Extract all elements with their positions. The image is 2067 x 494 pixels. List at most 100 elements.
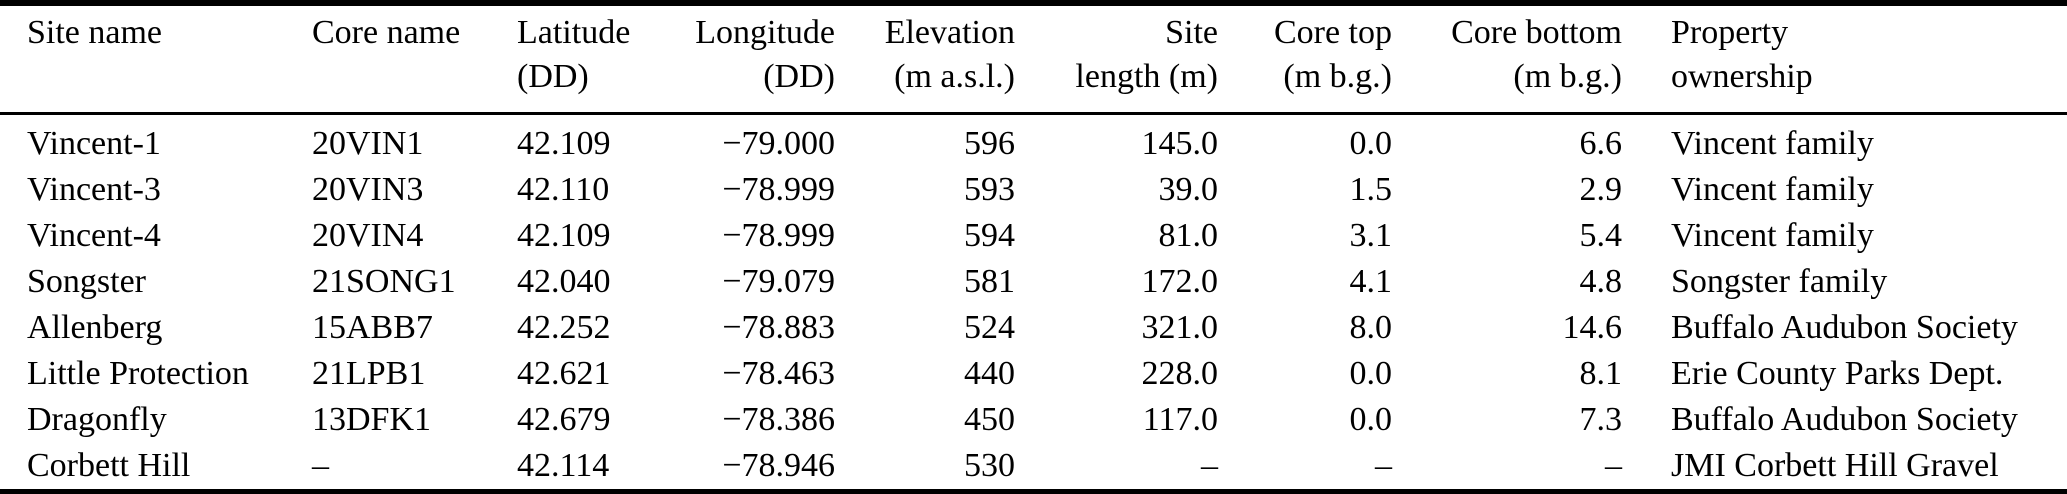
cell-site-name: Allenberg bbox=[27, 309, 163, 346]
cell-elevation: 596 bbox=[964, 125, 1015, 162]
cell-core-name: 21LPB1 bbox=[312, 355, 426, 392]
cell-property-ownership: Vincent family bbox=[1671, 217, 1874, 254]
cell-core-name: 20VIN1 bbox=[312, 125, 424, 162]
cell-latitude: 42.679 bbox=[517, 401, 611, 438]
cell-core-top: 4.1 bbox=[1349, 263, 1393, 300]
cell-core-top: 0.0 bbox=[1349, 355, 1393, 392]
cell-longitude: −78.386 bbox=[722, 401, 835, 438]
cell-site-length: 39.0 bbox=[1158, 171, 1219, 208]
cell-core-top: 8.0 bbox=[1349, 309, 1393, 346]
cell-core-name: – bbox=[312, 447, 329, 484]
cell-core-name: 20VIN3 bbox=[312, 171, 424, 208]
column-header-longitude: Longitude (DD) bbox=[660, 6, 835, 115]
column-header-property-ownership: Property ownership bbox=[1622, 6, 2067, 115]
column-header-unit: length (m) bbox=[1075, 58, 1218, 95]
cell-core-bottom: 14.6 bbox=[1562, 309, 1623, 346]
cell-latitude: 42.109 bbox=[517, 217, 611, 254]
cell-core-name: 13DFK1 bbox=[312, 401, 432, 438]
column-header-label: Core name bbox=[312, 14, 461, 51]
cell-longitude: −79.000 bbox=[722, 125, 835, 162]
cell-core-bottom: 6.6 bbox=[1579, 125, 1623, 162]
cell-site-length: 172.0 bbox=[1141, 263, 1219, 300]
column-header-label: Core bottom bbox=[1451, 14, 1622, 51]
cell-property-ownership: JMI Corbett Hill Gravel bbox=[1671, 447, 1999, 484]
cell-latitude: 42.110 bbox=[517, 171, 610, 208]
cell-elevation: 593 bbox=[964, 171, 1015, 208]
column-header-latitude: Latitude (DD) bbox=[517, 6, 660, 115]
cell-latitude: 42.040 bbox=[517, 263, 611, 300]
column-header-label: Property bbox=[1671, 14, 1789, 51]
column-header-unit: (DD) bbox=[517, 58, 589, 95]
cell-property-ownership: Vincent family bbox=[1671, 171, 1874, 208]
cell-site-name: Vincent-1 bbox=[27, 125, 161, 162]
cell-core-top: 0.0 bbox=[1349, 125, 1393, 162]
cell-site-length: 81.0 bbox=[1158, 217, 1219, 254]
cell-site-name: Dragonfly bbox=[27, 401, 167, 438]
column-header-label: Site name bbox=[27, 14, 163, 51]
cell-site-length: 321.0 bbox=[1141, 309, 1219, 346]
column-header-elevation: Elevation (m a.s.l.) bbox=[835, 6, 1015, 115]
cell-property-ownership: Erie County Parks Dept. bbox=[1671, 355, 2004, 392]
cell-site-name: Corbett Hill bbox=[27, 447, 191, 484]
table-row: Vincent-1 20VIN1 42.109 −79.000 596 145.… bbox=[0, 115, 2067, 167]
cell-core-bottom: – bbox=[1605, 447, 1622, 484]
cell-property-ownership: Buffalo Audubon Society bbox=[1671, 309, 2018, 346]
cell-site-length: 228.0 bbox=[1141, 355, 1219, 392]
cell-longitude: −78.883 bbox=[722, 309, 835, 346]
table-row: Vincent-4 20VIN4 42.109 −78.999 594 81.0… bbox=[0, 213, 2067, 259]
cell-latitude: 42.109 bbox=[517, 125, 611, 162]
cell-longitude: −78.999 bbox=[722, 217, 835, 254]
cell-core-bottom: 2.9 bbox=[1579, 171, 1623, 208]
column-header-site-length: Site length (m) bbox=[1015, 6, 1218, 115]
cell-core-bottom: 8.1 bbox=[1579, 355, 1623, 392]
cell-core-name: 21SONG1 bbox=[312, 263, 456, 300]
cell-core-top: 0.0 bbox=[1349, 401, 1393, 438]
cell-longitude: −78.999 bbox=[722, 171, 835, 208]
cell-core-top: 1.5 bbox=[1349, 171, 1393, 208]
column-header-core-bottom: Core bottom (m b.g.) bbox=[1392, 6, 1622, 115]
cell-elevation: 524 bbox=[964, 309, 1015, 346]
column-header-core-top: Core top (m b.g.) bbox=[1218, 6, 1392, 115]
table-row: Allenberg 15ABB7 42.252 −78.883 524 321.… bbox=[0, 305, 2067, 351]
cell-core-top: – bbox=[1375, 447, 1392, 484]
cell-elevation: 440 bbox=[964, 355, 1015, 392]
column-header-label: Site bbox=[1165, 14, 1218, 51]
cell-longitude: −78.946 bbox=[722, 447, 835, 484]
column-header-label: Latitude bbox=[517, 14, 631, 51]
column-header-label: Longitude bbox=[695, 14, 835, 51]
column-header-unit: (DD) bbox=[763, 58, 835, 95]
column-header-unit: (m b.g.) bbox=[1513, 58, 1622, 95]
column-header-site-name: Site name bbox=[0, 6, 312, 115]
cell-core-name: 15ABB7 bbox=[312, 309, 433, 346]
cell-site-length: – bbox=[1201, 447, 1218, 484]
column-header-unit: ownership bbox=[1671, 58, 1813, 95]
cell-site-length: 117.0 bbox=[1142, 401, 1218, 438]
table-row: Corbett Hill – 42.114 −78.946 530 – – – … bbox=[0, 443, 2067, 489]
column-header-core-name: Core name bbox=[312, 6, 517, 115]
cell-elevation: 594 bbox=[964, 217, 1015, 254]
cell-site-length: 145.0 bbox=[1141, 125, 1219, 162]
table-row: Vincent-3 20VIN3 42.110 −78.999 593 39.0… bbox=[0, 167, 2067, 213]
cell-longitude: −79.079 bbox=[722, 263, 835, 300]
cell-latitude: 42.114 bbox=[517, 447, 610, 484]
cell-elevation: 450 bbox=[964, 401, 1015, 438]
cell-property-ownership: Vincent family bbox=[1671, 125, 1874, 162]
cell-elevation: 581 bbox=[964, 263, 1015, 300]
cell-latitude: 42.252 bbox=[517, 309, 611, 346]
cell-longitude: −78.463 bbox=[722, 355, 835, 392]
cell-site-name: Vincent-4 bbox=[27, 217, 161, 254]
cell-core-bottom: 7.3 bbox=[1579, 401, 1623, 438]
column-header-unit: (m b.g.) bbox=[1283, 58, 1392, 95]
cell-site-name: Songster bbox=[27, 263, 146, 300]
cell-property-ownership: Songster family bbox=[1671, 263, 1888, 300]
column-header-label: Elevation bbox=[884, 14, 1015, 51]
table-row: Songster 21SONG1 42.040 −79.079 581 172.… bbox=[0, 259, 2067, 305]
cell-latitude: 42.621 bbox=[517, 355, 611, 392]
table-row: Dragonfly 13DFK1 42.679 −78.386 450 117.… bbox=[0, 397, 2067, 443]
cell-site-name: Little Protection bbox=[27, 355, 249, 392]
cell-core-bottom: 4.8 bbox=[1579, 263, 1623, 300]
column-header-label: Core top bbox=[1273, 14, 1392, 51]
cell-property-ownership: Buffalo Audubon Society bbox=[1671, 401, 2018, 438]
